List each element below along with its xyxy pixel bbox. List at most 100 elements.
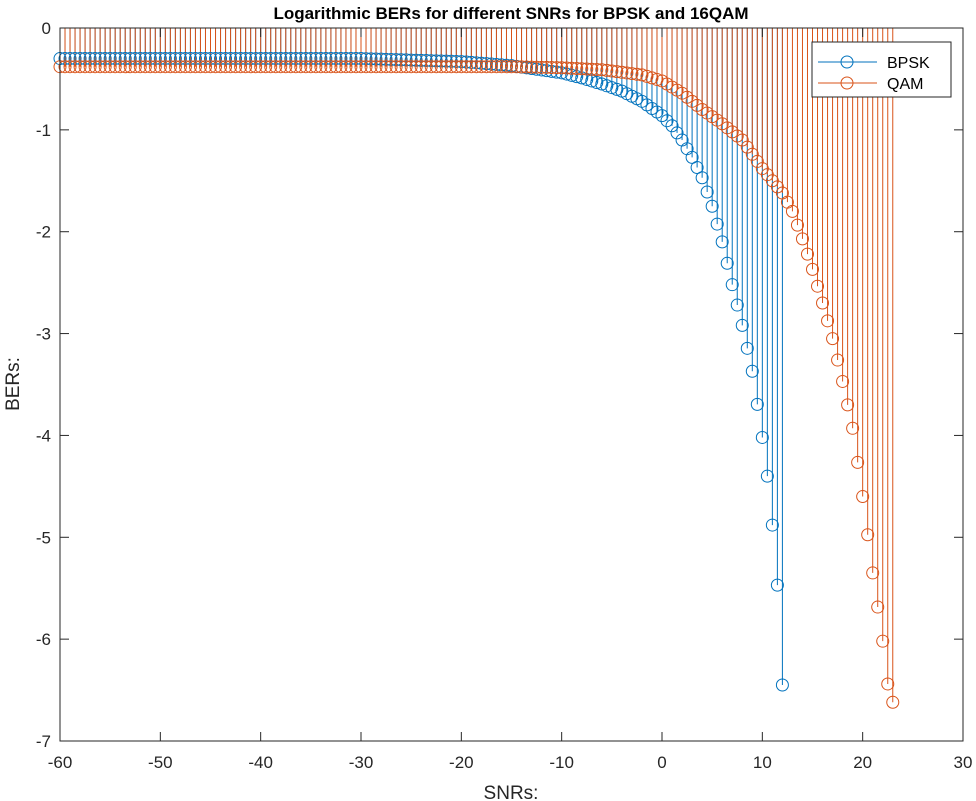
data-point-bpsk <box>249 52 263 66</box>
data-point-bpsk <box>770 578 784 592</box>
x-tick-label: 0 <box>657 753 666 772</box>
data-point-qam <box>846 421 860 435</box>
data-point-bpsk <box>244 52 258 66</box>
data-point-bpsk <box>158 52 172 66</box>
data-point-qam <box>745 147 759 161</box>
data-point-qam <box>821 314 835 328</box>
data-point-bpsk <box>83 52 97 66</box>
data-point-qam <box>264 60 278 74</box>
data-point-qam <box>299 60 313 74</box>
data-point-qam <box>148 60 162 74</box>
data-point-qam <box>289 60 303 74</box>
data-point-bpsk <box>289 52 303 66</box>
x-tick-label: -50 <box>148 753 173 772</box>
data-point-qam <box>113 60 127 74</box>
data-point-qam <box>499 60 513 74</box>
x-tick-label: -60 <box>48 753 73 772</box>
data-point-qam <box>389 60 403 74</box>
data-point-qam <box>535 60 549 74</box>
data-point-bpsk <box>173 52 187 66</box>
data-point-bpsk <box>274 52 288 66</box>
data-point-bpsk <box>394 53 408 67</box>
data-point-bpsk <box>269 52 283 66</box>
data-point-qam <box>78 60 92 74</box>
data-point-bpsk <box>775 678 789 692</box>
data-point-qam <box>188 60 202 74</box>
data-point-bpsk <box>745 364 759 378</box>
data-point-qam <box>73 60 87 74</box>
data-point-qam <box>479 60 493 74</box>
data-point-bpsk <box>204 52 217 66</box>
data-point-qam <box>575 62 589 76</box>
data-point-qam <box>209 60 223 74</box>
data-point-bpsk <box>354 52 368 66</box>
data-point-qam <box>856 490 870 504</box>
data-point-qam <box>399 60 413 74</box>
data-point-bpsk <box>73 52 87 66</box>
data-point-qam <box>640 69 654 83</box>
data-point-bpsk <box>78 52 92 66</box>
data-point-qam <box>319 60 333 74</box>
data-point-qam <box>605 64 619 78</box>
data-point-qam <box>214 60 228 74</box>
data-point-qam <box>595 63 609 77</box>
data-point-qam <box>861 528 875 542</box>
data-point-qam <box>530 60 544 74</box>
data-point-qam <box>550 61 564 75</box>
data-point-qam <box>118 60 132 74</box>
data-point-qam <box>434 60 448 74</box>
data-point-bpsk <box>334 52 348 66</box>
y-tick-label: -1 <box>36 121 51 140</box>
data-point-qam <box>344 60 358 74</box>
data-point-qam <box>690 98 704 112</box>
data-point-bpsk <box>128 52 142 66</box>
data-point-bpsk <box>143 52 157 66</box>
y-tick-label: -7 <box>36 732 51 751</box>
legend-marker-bpsk <box>840 55 854 69</box>
data-point-qam <box>795 232 809 246</box>
data-point-qam <box>560 61 574 75</box>
data-point-qam <box>324 60 338 74</box>
data-point-qam <box>424 60 438 74</box>
data-point-bpsk <box>133 52 147 66</box>
data-point-qam <box>610 65 624 79</box>
data-point-qam <box>851 455 865 469</box>
data-point-bpsk <box>163 52 177 66</box>
y-tick-label: -2 <box>36 223 51 242</box>
data-point-bpsk <box>198 52 212 66</box>
data-point-bpsk <box>138 52 152 66</box>
data-point-bpsk <box>259 52 273 66</box>
data-point-qam <box>806 262 819 276</box>
data-point-qam <box>750 154 764 168</box>
data-point-qam <box>625 67 639 81</box>
data-point-qam <box>183 60 197 74</box>
data-point-bpsk <box>239 52 253 66</box>
data-point-bpsk <box>730 298 744 312</box>
data-point-qam <box>63 60 77 74</box>
data-point-qam <box>224 60 238 74</box>
data-point-qam <box>364 60 378 74</box>
data-point-qam <box>409 60 423 74</box>
data-point-qam <box>454 60 468 74</box>
data-point-bpsk <box>755 430 769 444</box>
data-point-bpsk <box>695 171 709 185</box>
data-point-qam <box>474 60 488 74</box>
data-point-qam <box>404 60 418 74</box>
data-point-qam <box>173 60 187 74</box>
data-point-bpsk <box>720 256 734 270</box>
data-point-qam <box>590 63 604 77</box>
data-point-qam <box>585 62 599 76</box>
data-point-qam <box>555 61 569 75</box>
data-point-qam <box>715 117 729 131</box>
data-point-qam <box>309 60 323 74</box>
y-tick-label: -4 <box>36 426 51 445</box>
data-point-qam <box>394 60 408 74</box>
data-point-qam <box>158 60 172 74</box>
data-point-bpsk <box>264 52 278 66</box>
data-point-bpsk <box>153 52 167 66</box>
data-point-bpsk <box>374 52 388 66</box>
data-point-bpsk <box>725 278 739 292</box>
data-point-qam <box>314 60 328 74</box>
chart-title: Logarithmic BERs for different SNRs for … <box>273 4 748 23</box>
data-point-bpsk <box>670 126 684 140</box>
